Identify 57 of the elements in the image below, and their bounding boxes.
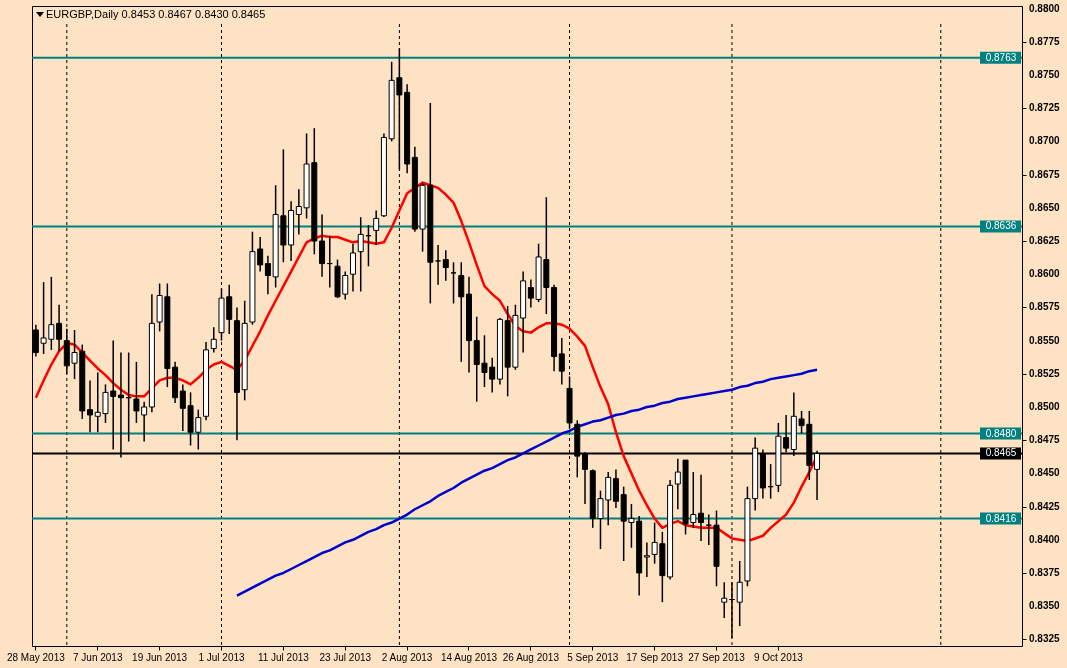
candlestick: [87, 379, 94, 433]
x-tick-label: 9 Oct 2013: [753, 651, 804, 663]
candlestick: [698, 473, 705, 542]
x-tick-label: 14 Aug 2013: [440, 651, 498, 663]
y-tick-label: 0.8375: [1029, 566, 1061, 578]
x-tick-label: 27 Sep 2013: [688, 651, 746, 663]
y-tick-label: 0.8400: [1029, 533, 1061, 545]
x-tick-label: 26 Aug 2013: [502, 651, 560, 663]
y-tick-label: 0.8350: [1029, 600, 1061, 612]
x-tick-label: 23 Jul 2013: [319, 651, 372, 663]
y-tick-label: 0.8800: [1029, 2, 1061, 14]
y-tick-label: 0.8675: [1029, 168, 1061, 180]
ref-line-label: 0.8480: [985, 427, 1017, 439]
candlestick: [349, 242, 356, 293]
y-tick-label: 0.8725: [1029, 102, 1061, 114]
chart-title: EURGBP,Daily 0.8453 0.8467 0.8430 0.8465: [46, 8, 266, 20]
candlestick: [721, 581, 728, 619]
y-tick-label: 0.8325: [1029, 633, 1061, 645]
x-tick-label: 11 Jul 2013: [257, 651, 310, 663]
candlestick: [450, 261, 457, 305]
x-tick-label: 7 Jun 2013: [72, 651, 123, 663]
x-tick-label: 2 Aug 2013: [381, 651, 433, 663]
x-tick-label: 5 Sep 2013: [567, 651, 619, 663]
y-tick-label: 0.8450: [1029, 467, 1061, 479]
ref-line-label: 0.8465: [985, 447, 1017, 459]
candlestick: [319, 213, 326, 278]
candlestick: [210, 326, 217, 354]
x-tick-label: 17 Sep 2013: [626, 651, 684, 663]
x-tick-label: 19 Jun 2013: [132, 651, 188, 663]
candlestick: [643, 541, 650, 578]
candlestick: [442, 249, 449, 282]
candlestick: [357, 216, 364, 293]
y-tick-label: 0.8575: [1029, 301, 1061, 313]
y-tick-label: 0.8550: [1029, 334, 1061, 346]
y-tick-label: 0.8425: [1029, 500, 1061, 512]
y-tick-label: 0.8475: [1029, 434, 1061, 446]
x-tick-label: 28 May 2013: [6, 651, 66, 663]
ref-line-label: 0.8763: [985, 51, 1017, 63]
y-tick-label: 0.8500: [1029, 401, 1061, 412]
candlestick: [558, 337, 565, 386]
y-tick-label: 0.8775: [1029, 35, 1061, 47]
y-tick-label: 0.8525: [1029, 367, 1061, 379]
y-tick-label: 0.8700: [1029, 135, 1061, 147]
y-tick-label: 0.8600: [1029, 268, 1061, 280]
y-tick-label: 0.8750: [1029, 69, 1061, 81]
line-series: [235, 368, 819, 597]
candlestick: [458, 261, 465, 363]
ref-line-label: 0.8416: [985, 512, 1017, 524]
ref-line-label: 0.8636: [985, 220, 1017, 232]
candlestick: [612, 468, 619, 509]
x-tick-label: 1 Jul 2013: [198, 651, 245, 663]
y-tick-label: 0.8650: [1029, 201, 1061, 213]
candlestick: [373, 209, 380, 246]
candlestick: [736, 560, 743, 627]
candlestick: [56, 304, 63, 352]
candlestick: [435, 244, 442, 286]
y-tick-label: 0.8625: [1029, 235, 1061, 247]
